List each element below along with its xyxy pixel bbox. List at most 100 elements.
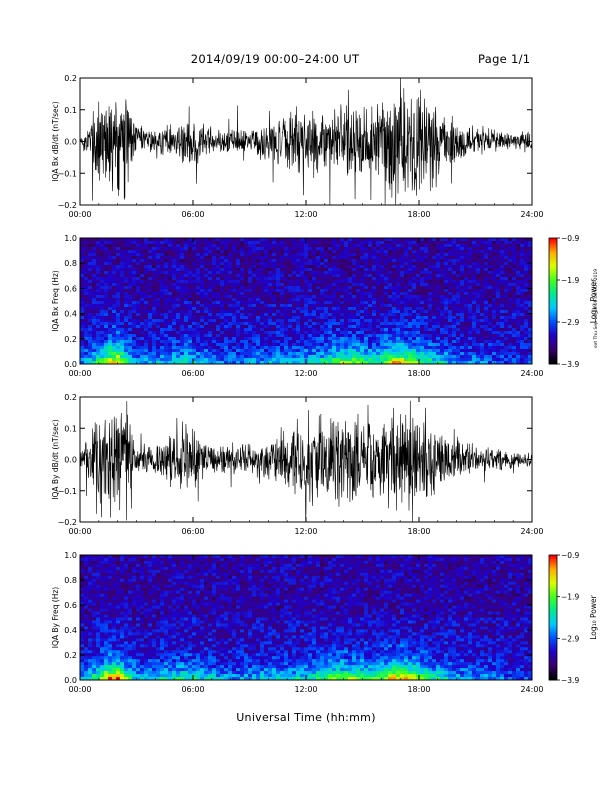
spectrogram-cell [504,250,509,254]
spectrogram-cell [296,283,301,287]
spectrogram-cell [408,283,413,287]
spectrogram-cell [288,340,293,344]
spectrogram-cell [292,349,297,353]
spectrogram-cell [208,361,213,365]
spectrogram-cell [136,328,141,332]
spectrogram-cell [232,334,237,338]
spectrogram-cell [492,247,497,251]
spectrogram-cell [520,361,525,365]
spectrogram-cell [500,283,505,287]
spectrogram-cell [120,238,125,242]
spectrogram-cell [172,343,177,347]
spectrogram-cell [164,271,169,275]
spectrogram-cell [368,274,373,278]
spectrogram-cell [432,361,437,365]
spectrogram-cell [320,355,325,359]
spectrogram-cell [276,319,281,323]
spectrogram-cell [372,361,377,365]
spectrogram-cell [408,268,413,272]
spectrogram-cell [312,295,317,299]
spectrogram-cell [224,355,229,359]
spectrogram-cell [380,331,385,335]
spectrogram-cell [200,265,205,269]
spectrogram-cell [360,268,365,272]
spectrogram-cell [172,250,177,254]
spectrogram-cell [464,292,469,296]
colorbar-step [549,250,557,254]
spectrogram-cell [156,337,161,341]
spectrogram-cell [292,286,297,290]
spectrogram-cell [444,346,449,350]
spectrogram-cell [148,283,153,287]
spectrogram-cell [164,319,169,323]
spectrogram-cell [120,277,125,281]
spectrogram-cell [128,265,133,269]
spectrogram-cell [520,274,525,278]
spectrogram-cell [396,268,401,272]
spectrogram-cell [376,259,381,263]
spectrogram-cell [272,316,277,320]
spectrogram-cell [80,313,85,317]
spectrogram-cell [228,241,233,245]
spectrogram-cell [460,343,465,347]
spectrogram-cell [272,247,277,251]
spectrogram-cell [324,349,329,353]
spectrogram-cell [376,268,381,272]
spectrogram-cell [432,265,437,269]
spectrogram-cell [296,352,301,356]
spectrogram-cell [100,268,105,272]
spectrogram-cell [256,244,261,248]
spectrogram-cell [124,337,129,341]
spectrogram-cell [392,244,397,248]
spectrogram-cell [136,283,141,287]
spectrogram-cell [304,280,309,284]
spectrogram-cell [448,292,453,296]
spectrogram-cell [280,352,285,356]
spectrogram-cell [160,289,165,293]
spectrogram-cell [496,241,501,245]
spectrogram-cell [420,289,425,293]
spectrogram-cell [336,283,341,287]
spectrogram-cell [248,286,253,290]
spectrogram-cell [384,292,389,296]
spectrogram-cell [272,334,277,338]
spectrogram-cell [316,298,321,302]
spectrogram-cell [404,292,409,296]
spectrogram-cell [208,244,213,248]
spectrogram-cell [104,262,109,266]
spectrogram-cell [368,292,373,296]
spectrogram-cell [452,361,457,365]
spectrogram-cell [212,259,217,263]
spectrogram-cell [332,286,337,290]
spectrogram-cell [148,340,153,344]
spectrogram-cell [284,361,289,365]
spectrogram-cell [84,310,89,314]
spectrogram-cell [140,319,145,323]
spectrogram-cell [164,316,169,320]
spectrogram-cell [464,328,469,332]
spectrogram-cell [516,250,521,254]
spectrogram-cell [308,355,313,359]
spectrogram-cell [260,292,265,296]
spectrogram-cell [448,328,453,332]
spectrogram-cell [324,241,329,245]
spectrogram-cell [272,289,277,293]
spectrogram-cell [480,361,485,365]
spectrogram-cell [364,307,369,311]
spectrogram-cell [468,265,473,269]
spectrogram-cell [252,295,257,299]
spectrogram-cell [260,340,265,344]
spectrogram-cell [248,340,253,344]
spectrogram-cell [256,283,261,287]
colorbar-step [549,252,557,256]
spectrogram-cell [136,256,141,260]
spectrogram-cell [400,313,405,317]
spectrogram-cell [284,289,289,293]
spectrogram-cell [88,343,93,347]
spectrogram-cell [340,238,345,242]
spectrogram-cell [352,319,357,323]
spectrogram-cell [104,283,109,287]
spectrogram-cell [284,349,289,353]
spectrogram-cell [320,346,325,350]
spectrogram-cell [408,328,413,332]
